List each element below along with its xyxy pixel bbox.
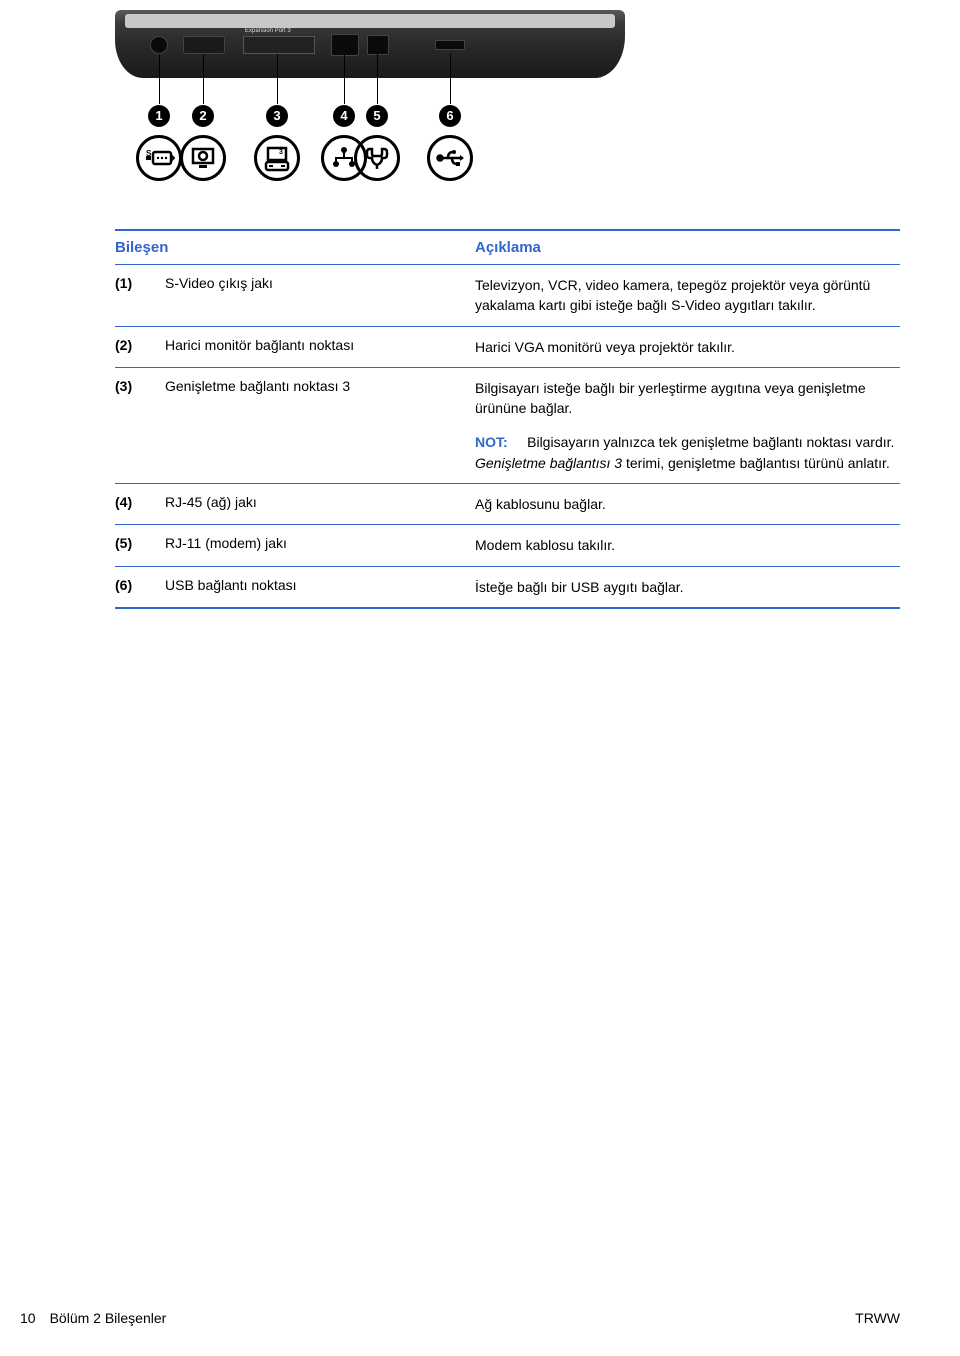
row-num: (3) — [115, 378, 165, 394]
table-row: (5) RJ-11 (modem) jakı Modem kablosu tak… — [115, 525, 900, 566]
note-text: Bilgisayarın yalnızca tek genişletme bağ… — [527, 434, 894, 450]
port-svideo — [150, 36, 168, 54]
row-desc: Harici VGA monitörü veya projektör takıl… — [475, 337, 900, 357]
port-vga — [183, 36, 225, 54]
row-name: Genişletme bağlantı noktası 3 — [165, 378, 475, 394]
row-desc-text: Bilgisayarı isteğe bağlı bir yerleştirme… — [475, 380, 866, 416]
port-rj11 — [367, 35, 389, 55]
port-exp-label: Expansion Port 3 — [245, 28, 291, 34]
callout-1: 1 — [148, 105, 170, 127]
note-italic: Genişletme bağlantısı 3 — [475, 455, 622, 471]
row-num: (5) — [115, 535, 165, 551]
usb-icon — [427, 135, 473, 181]
table-row: (6) USB bağlantı noktası İsteğe bağlı bi… — [115, 567, 900, 609]
svideo-icon: S — [136, 135, 182, 181]
row-desc: Televizyon, VCR, video kamera, tepegöz p… — [475, 275, 900, 316]
callout-6: 6 — [439, 105, 461, 127]
row-name: RJ-45 (ağ) jakı — [165, 494, 475, 510]
row-num: (4) — [115, 494, 165, 510]
port-rj45 — [331, 34, 359, 56]
row-num: (2) — [115, 337, 165, 353]
components-table: Bileşen Açıklama (1) S-Video çıkış jakı … — [115, 229, 900, 609]
expansion-icon: 3 — [254, 135, 300, 181]
row-num: (6) — [115, 577, 165, 593]
modem-icon — [354, 135, 400, 181]
port-usb — [435, 40, 465, 50]
row-desc: Modem kablosu takılır. — [475, 535, 900, 555]
row-num: (1) — [115, 275, 165, 291]
page-footer: 10 Bölüm 2 Bileşenler TRWW — [0, 1310, 960, 1326]
table-header-description: Açıklama — [475, 239, 900, 256]
note-label: NOT: — [475, 434, 508, 450]
row-desc: Bilgisayarı isteğe bağlı bir yerleştirme… — [475, 378, 900, 473]
note-text-2: terimi, genişletme bağlantısı türünü anl… — [622, 455, 890, 471]
table-row: (1) S-Video çıkış jakı Televizyon, VCR, … — [115, 265, 900, 327]
callout-2: 2 — [192, 105, 214, 127]
table-header-component: Bileşen — [115, 239, 475, 256]
row-name: Harici monitör bağlantı noktası — [165, 337, 475, 353]
table-row: (3) Genişletme bağlantı noktası 3 Bilgis… — [115, 368, 900, 484]
row-name: RJ-11 (modem) jakı — [165, 535, 475, 551]
chapter-title: Bölüm 2 Bileşenler — [50, 1310, 167, 1326]
table-row: (4) RJ-45 (ağ) jakı Ağ kablosunu bağlar. — [115, 484, 900, 525]
row-name: S-Video çıkış jakı — [165, 275, 475, 291]
callout-5: 5 — [366, 105, 388, 127]
port-expansion — [243, 36, 315, 54]
row-desc: İsteğe bağlı bir USB aygıtı bağlar. — [475, 577, 900, 597]
monitor-icon — [180, 135, 226, 181]
row-desc: Ağ kablosunu bağlar. — [475, 494, 900, 514]
row-name: USB bağlantı noktası — [165, 577, 475, 593]
footer-right: TRWW — [855, 1310, 900, 1326]
callout-3: 3 — [266, 105, 288, 127]
table-row: (2) Harici monitör bağlantı noktası Hari… — [115, 327, 900, 368]
callout-4: 4 — [333, 105, 355, 127]
laptop-side-diagram: Expansion Port 3 1 2 3 4 5 6 S — [115, 10, 645, 189]
page-number: 10 — [20, 1310, 36, 1326]
svg-text:3: 3 — [279, 149, 283, 156]
